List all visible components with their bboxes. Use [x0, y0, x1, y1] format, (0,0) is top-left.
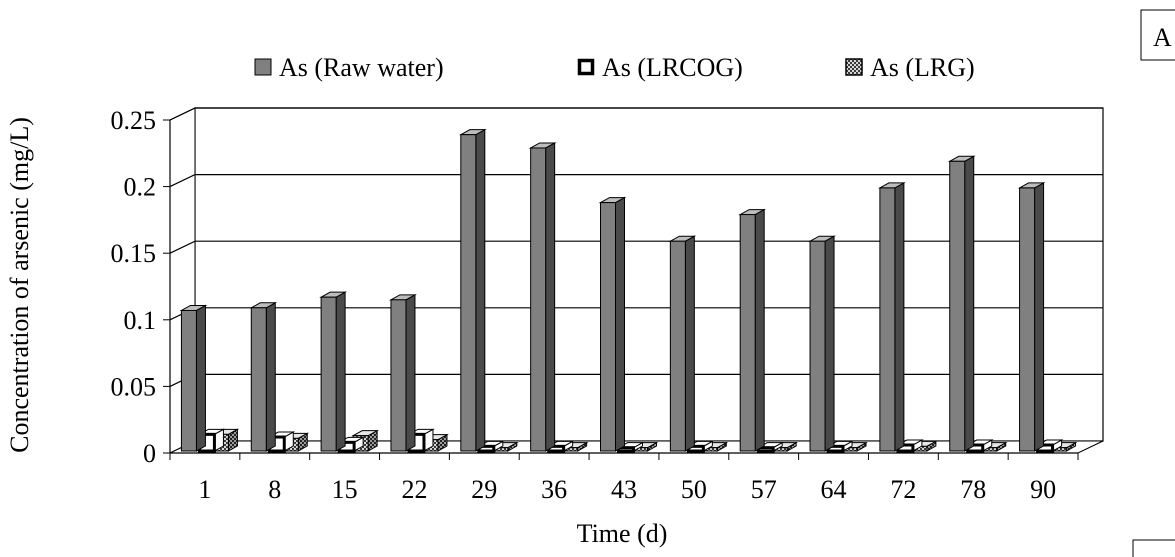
y-axis-ticks: 0 0.05 0.1 0.15 0.2 0.25 [111, 106, 170, 468]
bar-as-raw-water [249, 301, 278, 452]
x-tick-label: 57 [751, 475, 777, 504]
x-tick-label: 29 [471, 475, 497, 504]
bar-as-lrg [490, 441, 519, 452]
y-tick-label: 0.15 [111, 239, 157, 268]
bars [179, 128, 1078, 453]
bar-as-raw-water [668, 235, 697, 452]
bar-as-raw-water [389, 293, 417, 452]
legend-swatch [254, 58, 272, 76]
legend-swatch [577, 58, 595, 76]
x-tick-label: 43 [611, 475, 637, 504]
corner-box [1132, 539, 1175, 557]
bar-as-raw-water [738, 208, 767, 452]
x-axis-ticks: 1 8 15 22 29 36 43 50 57 64 72 78 90 [169, 453, 1079, 504]
legend-item-as-lrcog: As (LRCOG) [577, 53, 743, 82]
y-tick-label: 0.25 [111, 106, 157, 135]
y-tick-label: 0.2 [124, 173, 157, 202]
y-tick-label: 0 [143, 439, 156, 468]
legend-swatch [845, 58, 863, 76]
gridlines [169, 107, 1103, 387]
panel-label-box: A [1140, 9, 1175, 61]
x-tick-label: 50 [681, 475, 707, 504]
x-tick-label: 64 [821, 475, 847, 504]
gridline [169, 107, 1103, 121]
x-tick-label: 1 [198, 475, 211, 504]
x-tick-label: 72 [890, 475, 916, 504]
x-tick-label: 78 [960, 475, 986, 504]
x-tick-label: 90 [1030, 475, 1056, 504]
bar-as-raw-water [947, 155, 976, 452]
panel-label: A [1153, 23, 1172, 52]
legend: As (Raw water) As (LRCOG) As (LRG) [254, 53, 975, 82]
bar-as-raw-water [1017, 182, 1046, 452]
x-tick-label: 22 [401, 475, 427, 504]
bar-as-raw-water [877, 182, 906, 452]
bar-as-raw-water [808, 235, 836, 452]
legend-item-as-raw-water: As (Raw water) [254, 53, 444, 82]
bar-as-raw-water [179, 304, 208, 452]
bar-as-raw-water [458, 128, 487, 452]
x-axis-title: Time (d) [577, 519, 668, 548]
legend-item-as-lrg: As (LRG) [845, 53, 975, 82]
bar-as-raw-water [528, 142, 557, 452]
x-tick-label: 15 [332, 475, 358, 504]
y-tick-label: 0.1 [124, 306, 157, 335]
gridline [169, 174, 1103, 188]
x-tick-label: 36 [541, 475, 567, 504]
y-axis-title: Concentration of arsenic (mg/L) [5, 117, 34, 453]
y-tick-label: 0.05 [111, 372, 157, 401]
bar-as-raw-water [598, 196, 627, 452]
legend-label: As (Raw water) [279, 53, 444, 82]
legend-label: As (LRCOG) [602, 53, 743, 82]
legend-label: As (LRG) [870, 53, 975, 82]
gridline [169, 240, 1103, 254]
bar-as-raw-water [319, 291, 348, 452]
x-tick-label: 8 [268, 475, 281, 504]
